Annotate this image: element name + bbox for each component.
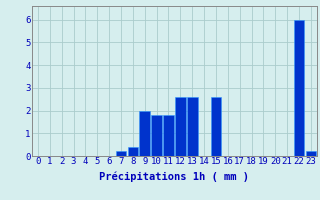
Bar <box>211 97 221 156</box>
Bar <box>151 115 162 156</box>
Bar <box>163 115 174 156</box>
Bar <box>175 97 186 156</box>
Bar <box>128 147 138 156</box>
Bar <box>140 111 150 156</box>
Bar <box>116 151 126 156</box>
Bar <box>187 97 197 156</box>
Bar <box>294 20 304 156</box>
Bar <box>306 151 316 156</box>
X-axis label: Précipitations 1h ( mm ): Précipitations 1h ( mm ) <box>100 172 249 182</box>
